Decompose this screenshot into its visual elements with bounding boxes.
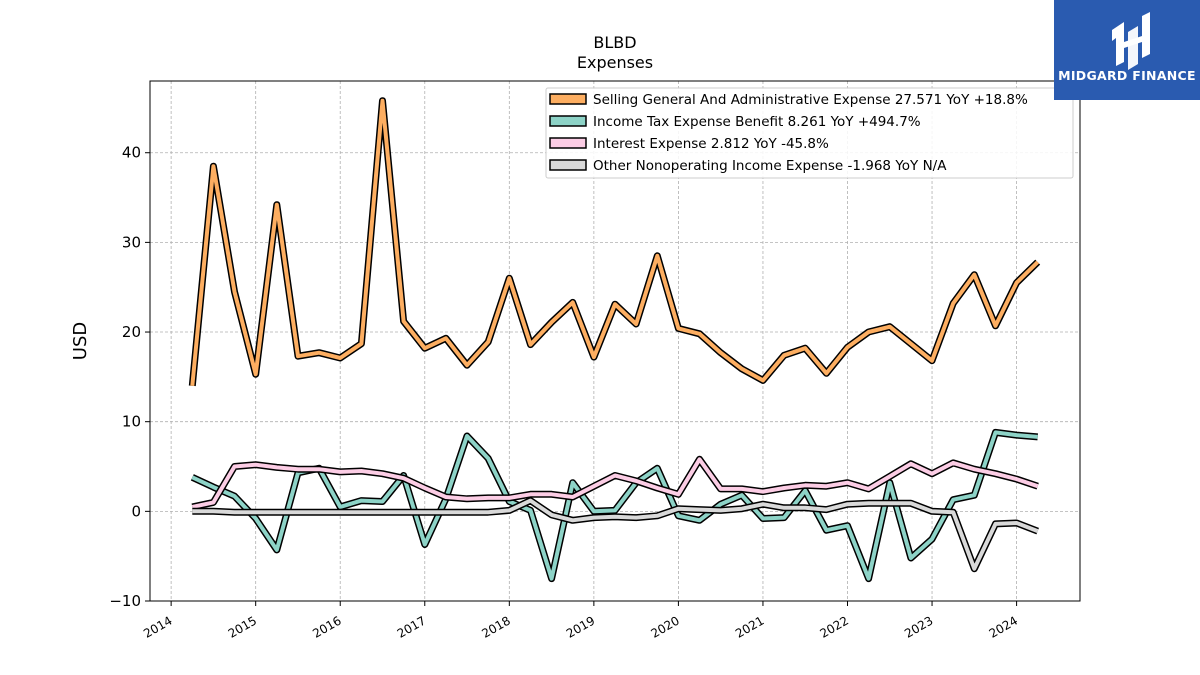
legend-swatch (549, 137, 587, 149)
legend-swatch (549, 159, 587, 171)
midgard-logo-icon (1112, 12, 1150, 70)
x-tick-label: 2018 (479, 613, 512, 640)
x-tick-label: 2017 (395, 613, 428, 640)
legend-entry: Selling General And Administrative Expen… (593, 92, 1028, 108)
y-tick-label: 40 (122, 144, 141, 162)
series-line (191, 457, 1039, 509)
y-tick-label: 10 (122, 413, 141, 431)
x-tick-label: 2014 (141, 613, 174, 640)
legend-entry: Income Tax Expense Benefit 8.261 YoY +49… (593, 114, 921, 130)
chart-title: BLBD (593, 33, 636, 52)
y-tick-label: 20 (122, 323, 141, 341)
x-tick-label: 2022 (818, 613, 851, 640)
legend-swatch (549, 93, 587, 105)
x-tick-label: 2019 (564, 613, 597, 640)
brand-name: MIDGARD FINANCE (1058, 68, 1196, 83)
x-tick-label: 2016 (310, 613, 343, 640)
legend-entry: Other Nonoperating Income Expense -1.968… (593, 158, 947, 174)
x-tick-label: 2015 (226, 613, 259, 640)
chart-subtitle: Expenses (577, 53, 653, 72)
legend-swatch (549, 115, 587, 127)
x-tick-label: 2024 (987, 613, 1020, 640)
x-tick-label: 2020 (648, 613, 681, 640)
series-line-outline (191, 455, 1039, 511)
y-tick-label: −10 (109, 592, 141, 610)
axis-layer: −10 0 10 20 30 40 2014 2015 2016 2017 2018 2019 2020… (109, 144, 1020, 641)
series-layer (188, 97, 1041, 583)
series-line (192, 498, 1039, 571)
brand-logo: MIDGARD FINANCE (1054, 0, 1200, 100)
series-line (190, 98, 1040, 386)
x-tick-label: 2021 (733, 613, 766, 640)
y-tick-label: 30 (122, 233, 141, 251)
y-tick-label: 0 (131, 502, 141, 520)
legend: Selling General And Administrative Expen… (545, 87, 1074, 179)
legend-box (545, 87, 1074, 179)
legend-entry: Interest Expense 2.812 YoY -45.8% (593, 136, 829, 152)
x-tick-label: 2023 (902, 613, 935, 640)
series-line (191, 430, 1038, 581)
y-axis-label: USD (70, 322, 91, 360)
plot-frame (149, 80, 1081, 602)
